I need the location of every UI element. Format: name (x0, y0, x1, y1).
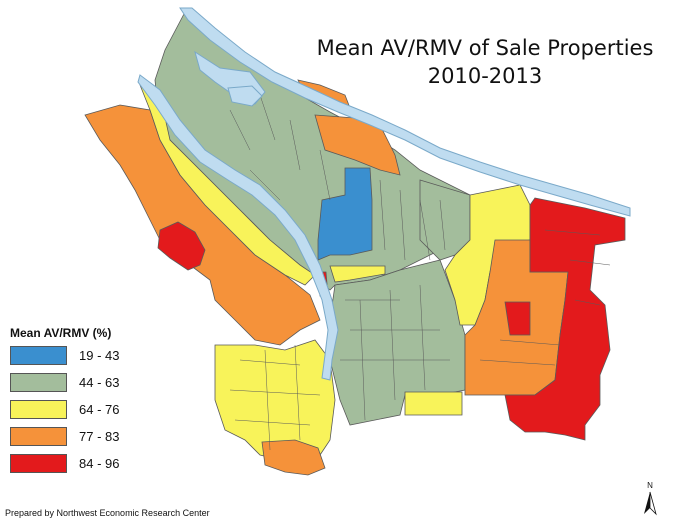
legend-swatch (10, 346, 67, 365)
legend-swatch (10, 454, 67, 473)
map-title: Mean AV/RMV of Sale Properties (316, 36, 654, 60)
district-boundaries (229, 94, 611, 451)
region-red-east-block (504, 301, 531, 336)
legend-swatch (10, 373, 67, 392)
region-orange-south (261, 439, 326, 476)
legend-label: 77 - 83 (79, 429, 120, 444)
legend-label: 84 - 96 (79, 456, 120, 471)
willamette-river (137, 74, 339, 381)
region-red-west (157, 221, 206, 271)
north-label: N (647, 481, 653, 490)
region-yellow-central (329, 265, 386, 283)
legend-swatch (10, 427, 67, 446)
credit-text: Prepared by Northwest Economic Research … (5, 508, 210, 518)
region-yellow-south (404, 391, 463, 416)
legend-item: 19 - 43 (10, 346, 170, 365)
legend-label: 44 - 63 (79, 375, 120, 390)
legend-item: 64 - 76 (10, 400, 170, 419)
lake (227, 85, 263, 107)
north-arrow-right-half (649, 491, 657, 516)
columbia-river (179, 7, 631, 217)
map-subtitle: 2010-2013 (427, 64, 543, 88)
legend-swatch (10, 400, 67, 419)
legend-item: 84 - 96 (10, 454, 170, 473)
legend-label: 64 - 76 (79, 402, 120, 417)
north-arrow-left-half (644, 492, 650, 514)
legend-item: 44 - 63 (10, 373, 170, 392)
legend-item: 77 - 83 (10, 427, 170, 446)
region-red-east (504, 197, 626, 441)
north-arrow-icon: N (644, 481, 657, 516)
legend-title: Mean AV/RMV (%) (10, 326, 112, 340)
legend-label: 19 - 43 (79, 348, 120, 363)
legend: Mean AV/RMV (%) 19 - 43 44 - 63 64 - 76 … (10, 326, 170, 481)
